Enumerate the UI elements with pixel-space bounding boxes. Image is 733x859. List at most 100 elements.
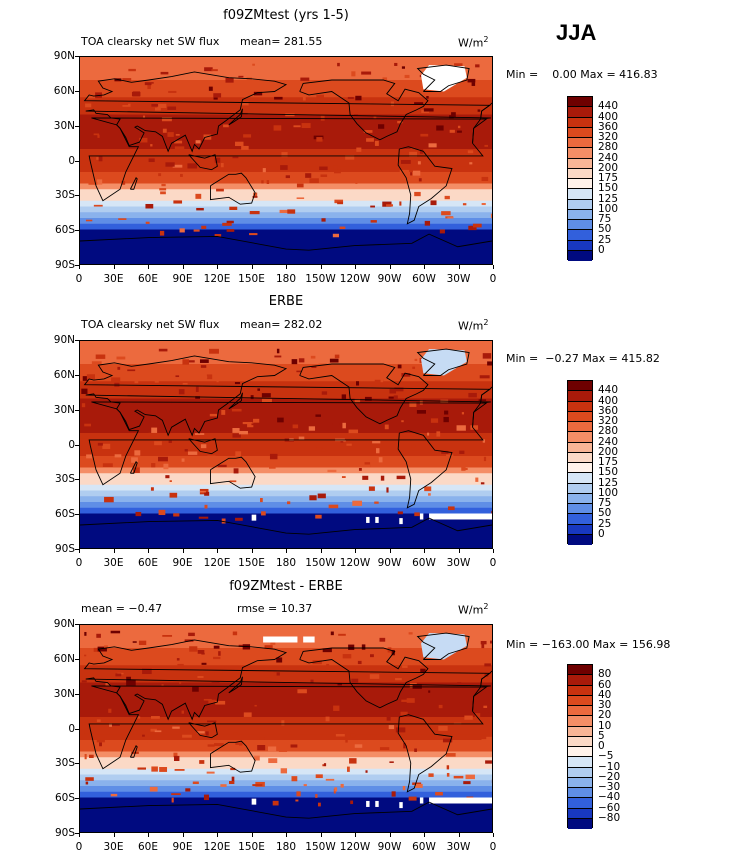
lon-tick-label: 90E [172,557,193,569]
lon-tick-label: 90E [172,273,193,285]
lon-tick-mark [320,265,322,269]
colorbar-label: 175 [598,172,619,184]
lat-tick-mark [75,374,79,376]
lon-tick-mark [148,549,149,553]
colorbar-swatch [568,209,592,220]
colorbar-swatch [568,473,592,484]
colorbar-swatch [568,117,592,128]
lon-tick-mark [79,549,80,553]
colorbar-swatch [568,665,592,676]
colorbar-label: 150 [598,466,619,479]
colorbar-swatch [568,798,592,809]
lat-tick-label: 90S [54,259,75,271]
lat-tick-mark [75,514,79,516]
min-max-label: Min = −0.27 Max = 415.82 [506,352,660,365]
panel-title: f09ZMtest - ERBE [229,579,343,594]
lat-tick-mark [75,160,79,162]
colorbar-swatch [568,534,592,545]
colorbar-swatch [568,747,592,758]
colorbar-label: −30 [598,781,621,793]
colorbar-label: 440 [598,100,619,113]
colorbar-swatch [568,514,592,525]
lon-tick-label: 0 [489,841,497,853]
lat-tick-label: 90N [53,50,75,62]
lon-tick-mark [79,265,80,269]
field-map-3 [80,625,492,832]
lat-tick-mark [75,728,79,730]
colorbar-swatch [568,189,592,200]
lon-tick-label: 0 [75,557,83,569]
lon-tick-mark [217,833,218,837]
lat-tick-label: 30N [53,403,75,416]
mean-label: mean= 281.55 [240,35,323,48]
lon-tick-label: 60E [138,557,158,569]
colorbar-label: 75 [598,213,612,225]
colorbar-swatch [568,107,592,118]
field-map-1 [80,57,492,264]
map-frame [79,340,493,549]
min-max-label: Min = −163.00 Max = 156.98 [506,638,671,651]
lon-tick-mark [286,833,287,837]
colorbar-swatch [568,168,592,179]
colorbar-label: −80 [598,811,621,824]
lon-tick-mark [493,833,494,837]
colorbar-swatch [568,148,592,159]
colorbar-label: −60 [598,801,621,814]
lon-tick-mark [458,265,460,269]
colorbar-swatch [568,422,592,433]
colorbar-label: 320 [598,415,619,427]
lon-tick-label: 30W [446,273,471,285]
colorbar-label: −20 [598,770,621,783]
mean-label: mean= 282.02 [240,318,323,331]
colorbar-swatch [568,788,592,799]
lat-tick-mark [75,230,79,232]
colorbar-label: 50 [598,223,612,236]
colorbar-swatch [568,493,592,504]
lat-tick-mark [75,479,79,481]
lon-tick-mark [79,833,80,837]
units-base: W/m [458,319,484,333]
lat-tick-mark [75,798,79,800]
colorbar-swatch [568,818,592,829]
lon-tick-label: 150W [305,841,336,853]
lon-tick-mark [389,265,391,269]
lon-tick-mark [286,265,287,269]
lon-tick-label: 30E [103,557,124,569]
lat-tick-label: 0 [68,722,75,735]
lat-tick-label: 0 [68,438,75,451]
lon-tick-label: 120E [203,557,231,569]
lat-tick-label: 60S [54,508,75,521]
colorbar-label: 150 [598,182,619,195]
variable-label: mean = −0.47 [81,602,163,615]
colorbar-swatch [568,695,592,706]
colorbar-label: 40 [598,688,612,701]
lon-tick-label: 90W [377,557,402,569]
lon-tick-label: 60E [138,841,158,853]
colorbar-label: 0 [598,527,605,540]
colorbar-label: 400 [598,110,619,123]
panel-title: ERBE [268,294,304,309]
lat-tick-label: 60N [53,652,75,665]
lon-tick-mark [182,265,184,269]
lon-tick-mark [389,833,391,837]
colorbar-swatch [568,179,592,190]
lat-tick-mark [75,693,79,695]
colorbar-swatch [568,401,592,412]
lat-tick-mark [75,125,79,127]
min-max-label: Min = 0.00 Max = 416.83 [506,68,658,81]
colorbar-label: 25 [598,517,612,530]
lat-tick-mark [75,833,79,834]
lat-tick-mark [75,624,79,625]
colorbar-label: 400 [598,394,619,407]
lon-tick-mark [355,265,356,269]
colorbar-swatch [568,127,592,138]
lon-tick-mark [148,833,149,837]
units-exponent: 2 [483,602,489,611]
mean-label: rmse = 10.37 [237,602,313,615]
lon-tick-mark [493,265,494,269]
units-exponent: 2 [483,318,489,327]
variable-label: TOA clearsky net SW flux [81,318,220,331]
colorbar-label: 320 [598,131,619,143]
colorbar-swatch [568,767,592,778]
colorbar-label: 200 [598,445,619,458]
